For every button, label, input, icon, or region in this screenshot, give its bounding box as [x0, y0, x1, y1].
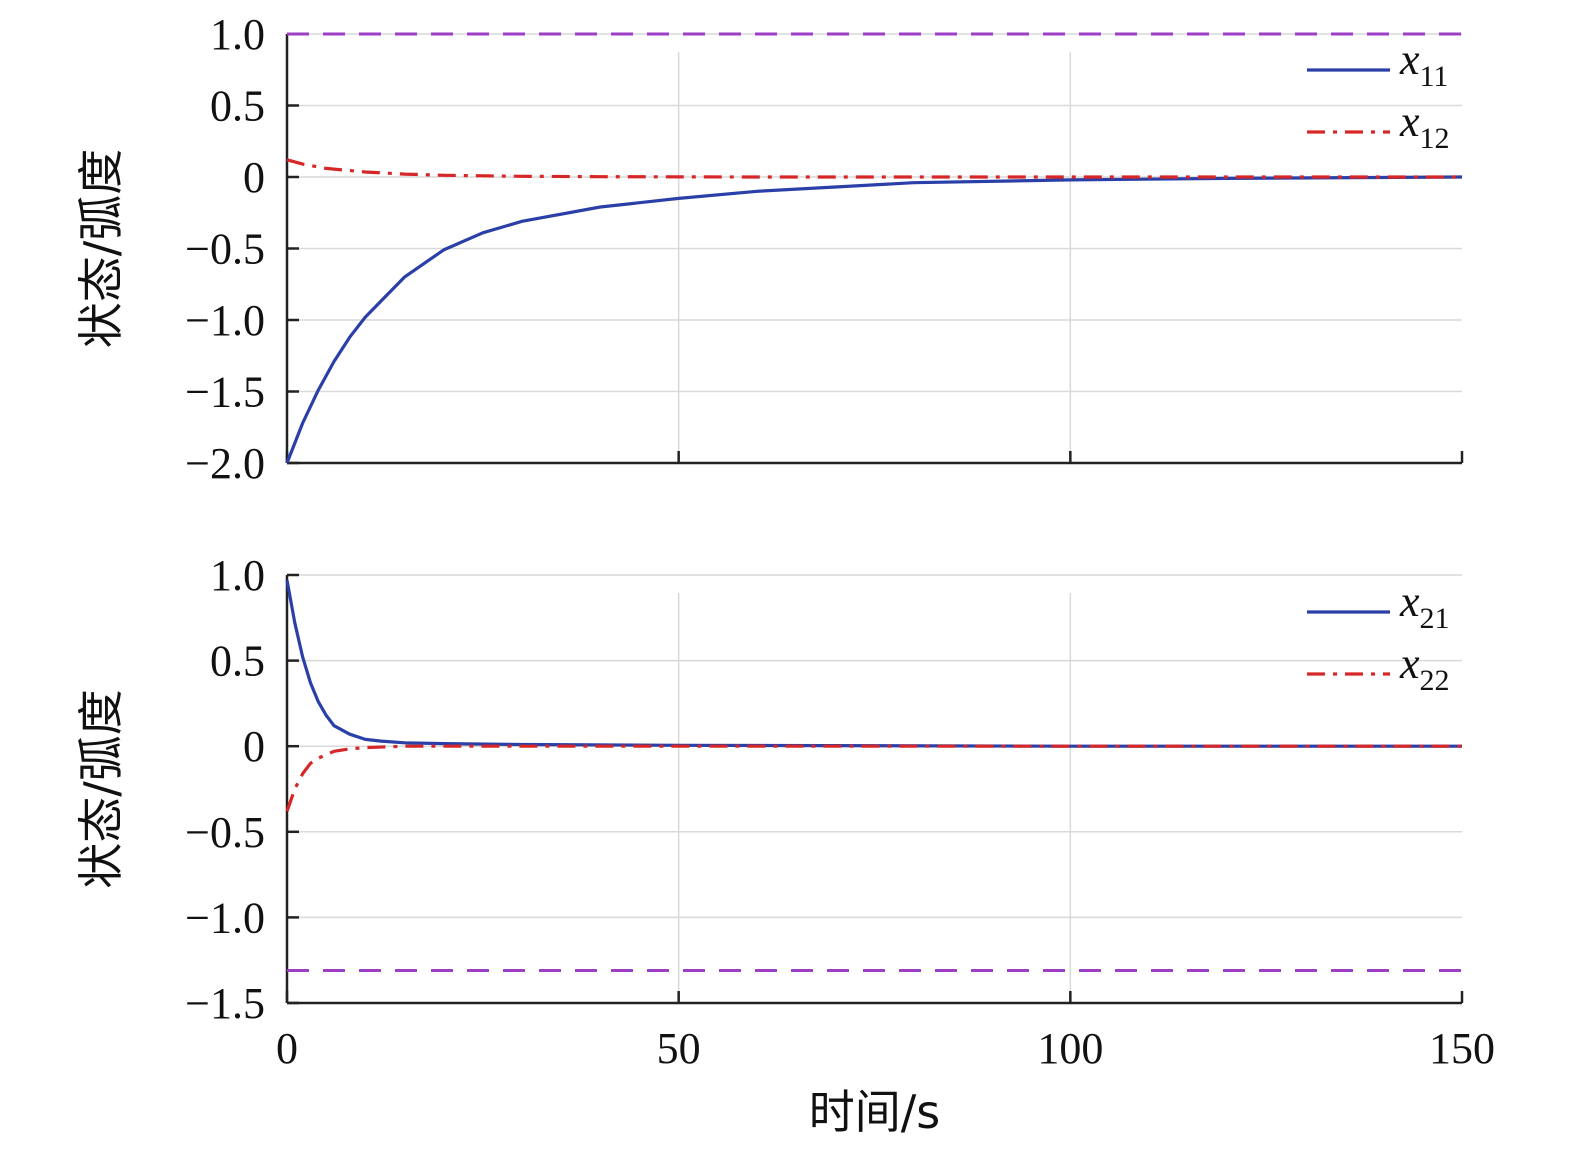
legend-label-subscript: 21 — [1420, 602, 1450, 635]
y-tick-label: 1.0 — [210, 551, 265, 600]
series-line-x12 — [286, 158, 1462, 179]
y-tick-label: −1.5 — [185, 368, 265, 417]
legend-item-x22: x22 — [1307, 639, 1450, 697]
series-line-x21 — [285, 579, 1462, 748]
y-tick-label: 0.5 — [210, 637, 265, 686]
legend-label-subscript: 12 — [1420, 122, 1450, 155]
y-tick-label: −1.0 — [185, 893, 265, 942]
legend-item-x21: x21 — [1307, 577, 1450, 635]
y-axis-title: 状态/弧度 — [74, 149, 128, 349]
legend-label-subscript: 11 — [1420, 60, 1449, 93]
y-tick-label: −0.5 — [185, 225, 265, 274]
x-axis-title: 时间/s — [809, 1085, 940, 1139]
y-tick-label: −1.0 — [185, 296, 265, 345]
y-tick-label: −1.5 — [185, 979, 265, 1028]
legend-label: x21 — [1399, 577, 1450, 635]
x-tick-label: 100 — [1037, 1024, 1103, 1073]
y-tick-label: 0 — [243, 722, 265, 771]
legend-label: x22 — [1399, 639, 1450, 697]
legend-label-subscript: 22 — [1420, 664, 1450, 697]
legend-item-x11: x11 — [1307, 35, 1448, 93]
x-tick-label: 150 — [1429, 1024, 1495, 1073]
y-tick-label: 1.0 — [210, 10, 265, 59]
y-tick-label: 0.5 — [210, 82, 265, 131]
series-line-x22 — [285, 744, 1462, 812]
x-tick-label: 0 — [276, 1024, 298, 1073]
legend-label: x11 — [1399, 35, 1448, 93]
series-line-x11 — [285, 175, 1463, 464]
x-tick-label: 50 — [657, 1024, 701, 1073]
y-tick-label: −0.5 — [185, 808, 265, 857]
y-tick-label: −2.0 — [185, 439, 265, 488]
y-tick-label: 0 — [243, 153, 265, 202]
y-axis-title: 状态/弧度 — [74, 689, 128, 889]
